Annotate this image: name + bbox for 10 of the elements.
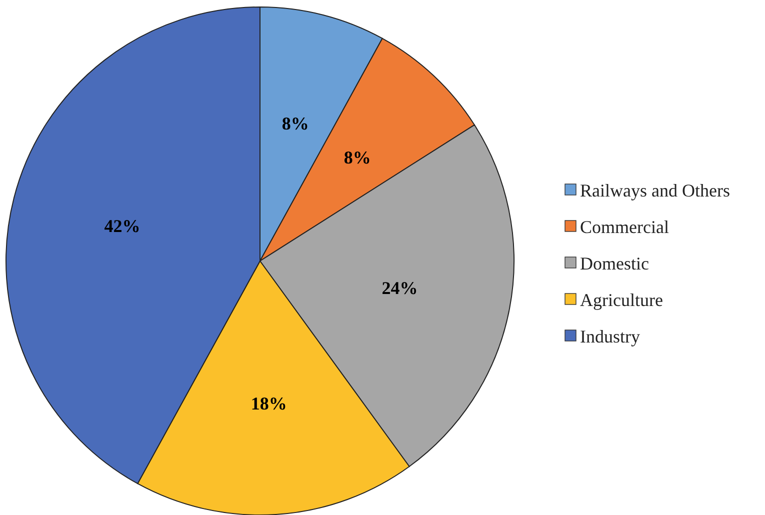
data-label: 18%: [250, 393, 287, 414]
legend-label: Industry: [580, 326, 640, 346]
legend-label: Agriculture: [580, 290, 663, 310]
data-label: 8%: [344, 148, 371, 168]
data-label: 8%: [282, 114, 309, 134]
legend-label: Commercial: [580, 216, 669, 237]
data-label: 24%: [382, 278, 418, 298]
data-label: 42%: [104, 216, 140, 236]
legend-label: Railways and Others: [580, 180, 730, 200]
legend-label: Domestic: [580, 253, 649, 274]
